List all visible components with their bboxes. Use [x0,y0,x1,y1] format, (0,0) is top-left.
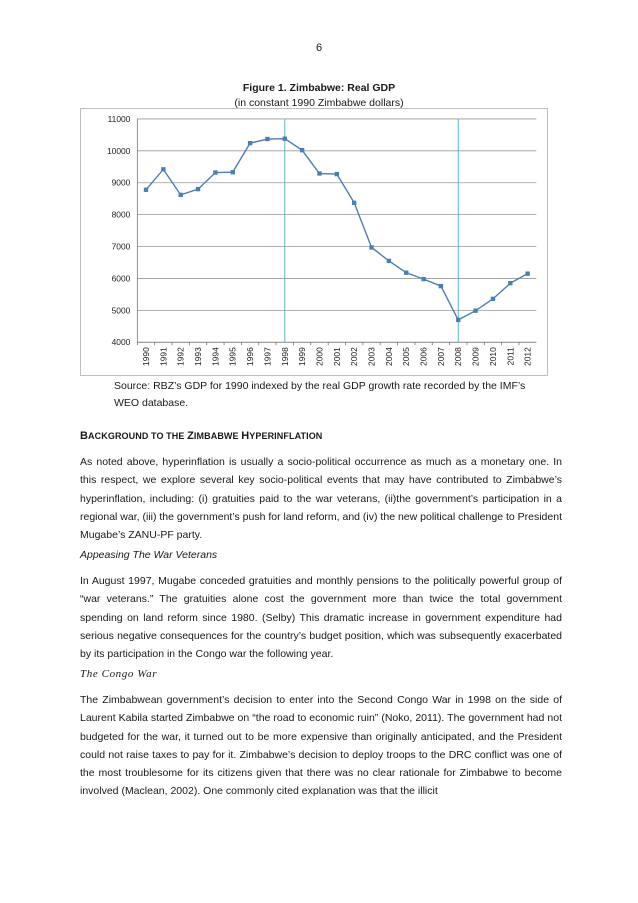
paragraph-war-veterans: In August 1997, Mugabe conceded gratuiti… [80,572,562,663]
data-point [161,167,166,172]
x-tick-label: 2008 [453,347,463,366]
x-tick-label: 2004 [384,347,394,366]
section-heading-part: Z [187,430,194,442]
page-number: 6 [315,42,323,54]
data-point [404,270,409,275]
y-tick-label: 10000 [107,146,131,156]
section-heading-part: IMBABWE [193,431,242,441]
data-point [282,136,287,141]
series-line [145,137,529,321]
x-tick-label: 1995 [228,347,238,366]
data-point [230,170,235,175]
x-tick-label: 1990 [141,347,151,366]
figure-subtitle: (in constant 1990 Zimbabwe dollars) [234,97,404,109]
x-tick-label: 2012 [523,347,533,366]
y-tick-label: 5000 [112,305,131,315]
data-point [508,281,513,286]
data-point [178,192,183,198]
data-point [369,245,374,250]
x-tick-label: 2001 [332,347,342,366]
data-point [490,296,496,302]
data-point [456,317,461,323]
y-tick-label: 11000 [108,114,131,124]
section-heading: BACKGROUND TO THE ZIMBABWE HYPERINFLATIO… [80,430,322,442]
data-point [525,271,530,276]
paragraph-congo-war-text: The Zimbabwean government’s decision to … [80,694,562,798]
x-tick-label: 1994 [210,347,220,366]
section-heading-part: H [241,430,250,442]
section-heading-part: ACKGROUND TO THE [88,431,188,441]
y-tick-label: 6000 [112,273,131,283]
subheading-war-veterans: Appeasing The War Veterans [80,549,218,561]
x-tick-label: 2010 [488,347,498,366]
section-heading-part: YPERINFLATION [249,431,323,441]
x-tick-label: 2007 [436,347,446,366]
data-point [386,258,392,264]
paragraph-intro: As noted above, hyperinflation is usuall… [80,453,562,544]
figure-source-note: Source: RBZ’s GDP for 1990 indexed by th… [114,380,526,409]
data-point [265,136,270,142]
subheading-congo-war: The Congo War [80,668,158,680]
paragraph-intro-text: As noted above, hyperinflation is usuall… [80,456,562,542]
x-tick-label: 2000 [314,347,324,366]
data-point [299,148,305,153]
x-tick-label: 1998 [280,347,290,366]
data-point [317,171,322,176]
y-tick-label: 8000 [112,210,131,220]
data-point [247,140,253,146]
x-tick-label: 2006 [419,347,429,366]
x-tick-label: 1993 [193,347,203,366]
section-heading-part: B [80,430,89,442]
paragraph-congo-war: The Zimbabwean government’s decision to … [80,691,562,801]
data-point [351,200,357,206]
data-point [195,186,201,192]
y-tick-label: 9000 [112,178,131,188]
x-tick-label: 1999 [297,347,307,366]
x-tick-label: 2002 [349,347,359,366]
data-point [143,187,149,192]
gdp-line-chart: 4000 5000 6000 7000 8000 9000 10000 11000 1990 19… [80,108,548,376]
x-tick-label: 1992 [176,347,186,366]
data-point [473,308,478,313]
data-point [213,170,218,175]
data-point [421,276,426,282]
y-tick-label: 7000 [112,242,131,252]
y-tick-label: 4000 [112,337,131,347]
x-tick-label: 2005 [401,347,411,366]
x-tick-label: 1996 [245,347,255,366]
figure-title: Figure 1. Zimbabwe: Real GDP [242,82,396,94]
x-tick-label: 2003 [367,347,377,366]
data-point [334,171,340,177]
data-point [438,283,444,289]
paragraph-war-veterans-text: In August 1997, Mugabe conceded gratuiti… [80,575,562,661]
x-tick-label: 1997 [262,347,272,366]
x-tick-label: 2011 [505,347,515,365]
x-tick-label: 1991 [158,347,168,366]
x-tick-label: 2009 [471,347,481,366]
